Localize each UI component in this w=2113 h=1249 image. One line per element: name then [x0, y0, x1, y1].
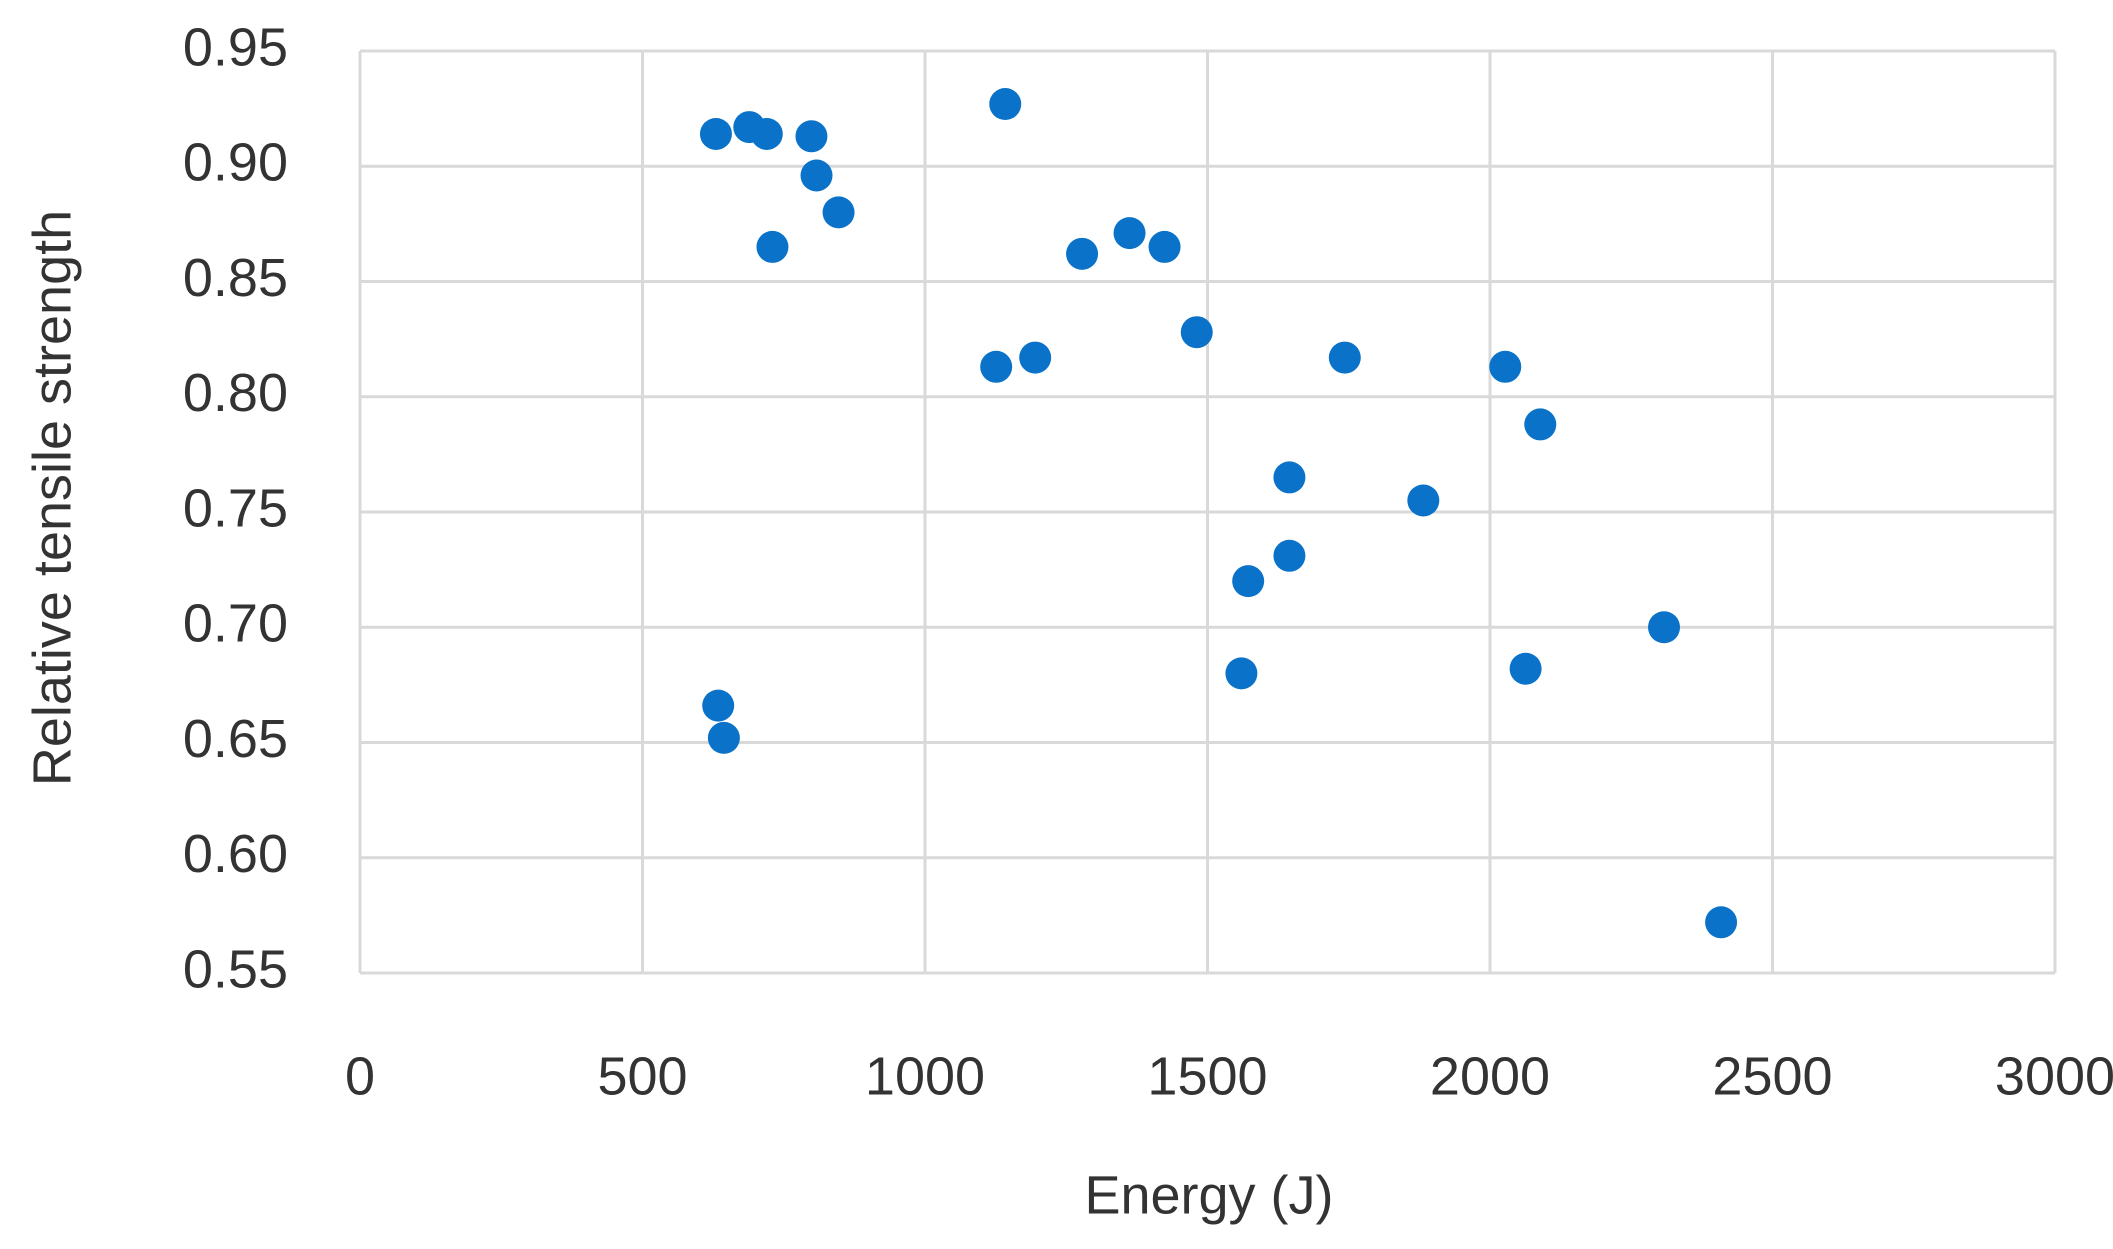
point [795, 120, 828, 153]
point [1648, 611, 1681, 644]
point [822, 196, 855, 229]
y-tick-label: 0.55 [183, 939, 288, 999]
point [1225, 657, 1258, 690]
x-tick-label: 2500 [1712, 1046, 1832, 1106]
point [1066, 237, 1099, 270]
point [1273, 461, 1306, 494]
y-tick-label: 0.65 [183, 709, 288, 769]
point [756, 230, 789, 263]
point [1407, 484, 1440, 517]
x-tick-label: 3000 [1995, 1046, 2113, 1106]
x-tick-label: 500 [597, 1046, 687, 1106]
y-tick-label: 0.70 [183, 594, 288, 654]
y-tick-label: 0.90 [183, 133, 288, 193]
point [980, 350, 1013, 383]
point [800, 159, 833, 192]
point [1489, 350, 1522, 383]
y-tick-label: 0.75 [183, 478, 288, 538]
point [1180, 316, 1213, 349]
x-tick-label: 2000 [1430, 1046, 1550, 1106]
point [989, 88, 1022, 121]
x-axis-title: Energy (J) [1084, 1165, 1333, 1225]
point [1705, 906, 1738, 939]
y-tick-label: 0.95 [183, 17, 288, 77]
point [707, 721, 740, 754]
y-tick-label: 0.85 [183, 248, 288, 308]
point [1509, 652, 1542, 685]
point [1019, 341, 1052, 374]
point [1273, 539, 1306, 572]
point [1524, 408, 1557, 441]
point [1328, 341, 1361, 374]
x-tick-label: 1000 [865, 1046, 985, 1106]
point [699, 117, 732, 150]
point [1232, 565, 1265, 598]
x-tick-label: 0 [345, 1046, 375, 1106]
point [750, 117, 783, 150]
x-tick-label: 1500 [1147, 1046, 1267, 1106]
y-tick-label: 0.60 [183, 824, 288, 884]
y-axis-title: Relative tensile strength [22, 210, 82, 786]
point [1148, 230, 1181, 263]
point [702, 689, 735, 722]
point [1113, 217, 1146, 250]
y-tick-label: 0.80 [183, 363, 288, 423]
